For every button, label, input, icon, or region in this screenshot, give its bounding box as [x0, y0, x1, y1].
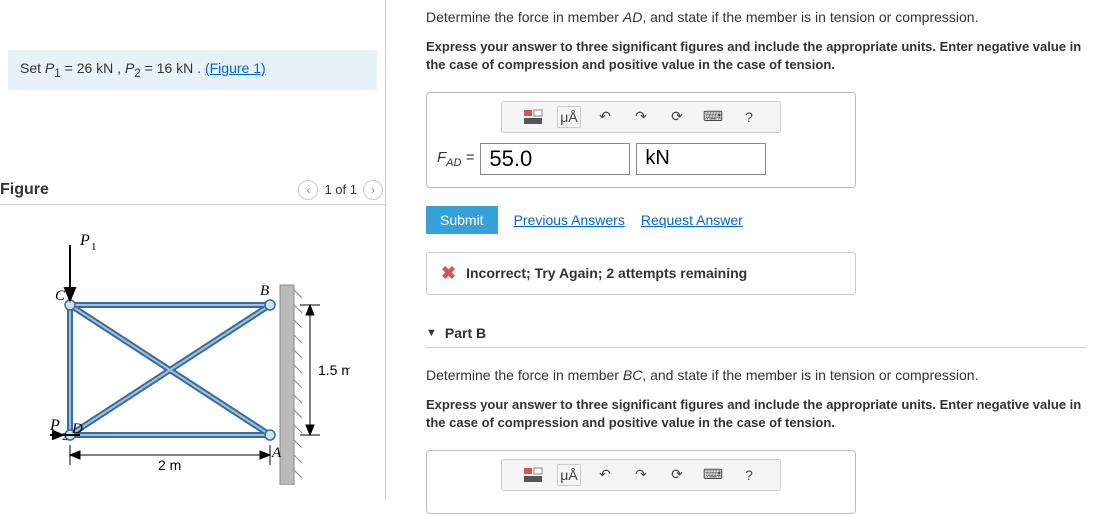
- vector-tool-icon[interactable]: [521, 106, 545, 128]
- redo-icon[interactable]: ↷: [629, 106, 653, 128]
- previous-answers-link[interactable]: Previous Answers: [514, 212, 625, 228]
- partB-header[interactable]: ▼ Part B: [426, 325, 1086, 348]
- given-values-box: Set P1 = 26 kN , P2 = 16 kN . (Figure 1): [8, 50, 377, 90]
- figure-body: P 1 P 2 C B D A 2 m 1.5 m: [0, 205, 385, 488]
- undo-icon[interactable]: ↶: [593, 106, 617, 128]
- help-icon[interactable]: ?: [737, 464, 761, 486]
- left-column: Set P1 = 26 kN , P2 = 16 kN . (Figure 1)…: [0, 0, 385, 500]
- keyboard-icon[interactable]: ⌨: [701, 106, 725, 128]
- figure-next-button[interactable]: ›: [363, 180, 383, 200]
- svg-text:A: A: [271, 445, 282, 461]
- partA-input-block: μÅ ↶ ↷ ⟳ ⌨ ? FAD =: [426, 92, 856, 188]
- set-text: Set P1 = 26 kN , P2 = 16 kN .: [20, 60, 205, 76]
- svg-text:B: B: [260, 283, 269, 299]
- caret-down-icon: ▼: [426, 327, 437, 339]
- undo-icon[interactable]: ↶: [593, 464, 617, 486]
- svg-text:P: P: [50, 417, 60, 434]
- submit-row: Submit Previous Answers Request Answer: [426, 206, 1103, 234]
- partB-title: Part B: [445, 325, 486, 341]
- figure-header: Figure ‹ 1 of 1 ›: [0, 180, 385, 205]
- reset-icon[interactable]: ⟳: [665, 106, 689, 128]
- feedback-box: ✖ Incorrect; Try Again; 2 attempts remai…: [426, 252, 856, 295]
- units-tool-icon[interactable]: μÅ: [557, 106, 581, 128]
- var-label: FAD =: [437, 149, 474, 169]
- value-input[interactable]: [480, 143, 630, 175]
- dim-vertical: 1.5 m: [318, 362, 350, 378]
- figure-counter: 1 of 1: [324, 182, 357, 197]
- partA-instructions: Express your answer to three significant…: [426, 38, 1103, 74]
- right-column: Determine the force in member AD, and st…: [385, 0, 1103, 500]
- incorrect-icon: ✖: [441, 263, 456, 284]
- svg-text:2: 2: [62, 431, 68, 443]
- svg-text:1: 1: [91, 241, 97, 253]
- reset-icon[interactable]: ⟳: [665, 464, 689, 486]
- keyboard-icon[interactable]: ⌨: [701, 464, 725, 486]
- partA-question: Determine the force in member AD, and st…: [426, 8, 1103, 28]
- figure-prev-button[interactable]: ‹: [298, 180, 318, 200]
- dim-horizontal: 2 m: [158, 457, 181, 473]
- vector-tool-icon[interactable]: [521, 464, 545, 486]
- request-answer-link[interactable]: Request Answer: [641, 212, 743, 228]
- partB-instructions: Express your answer to three significant…: [426, 396, 1103, 432]
- figure-title: Figure: [0, 181, 296, 199]
- redo-icon[interactable]: ↷: [629, 464, 653, 486]
- input-toolbar: μÅ ↶ ↷ ⟳ ⌨ ?: [501, 101, 781, 133]
- unit-input[interactable]: [636, 143, 766, 175]
- partB-question: Determine the force in member BC, and st…: [426, 366, 1103, 386]
- truss-diagram: P 1 P 2 C B D A 2 m 1.5 m: [50, 225, 350, 485]
- units-tool-icon[interactable]: μÅ: [557, 464, 581, 486]
- partB-input-block: μÅ ↶ ↷ ⟳ ⌨ ?: [426, 450, 856, 514]
- answer-row: FAD =: [437, 143, 845, 175]
- svg-text:C: C: [55, 288, 66, 304]
- input-toolbar-B: μÅ ↶ ↷ ⟳ ⌨ ?: [501, 459, 781, 491]
- svg-text:P: P: [79, 232, 90, 249]
- svg-text:D: D: [71, 421, 83, 437]
- submit-button[interactable]: Submit: [426, 206, 498, 234]
- feedback-text: Incorrect; Try Again; 2 attempts remaini…: [466, 265, 747, 281]
- help-icon[interactable]: ?: [737, 106, 761, 128]
- figure-link[interactable]: (Figure 1): [205, 60, 266, 76]
